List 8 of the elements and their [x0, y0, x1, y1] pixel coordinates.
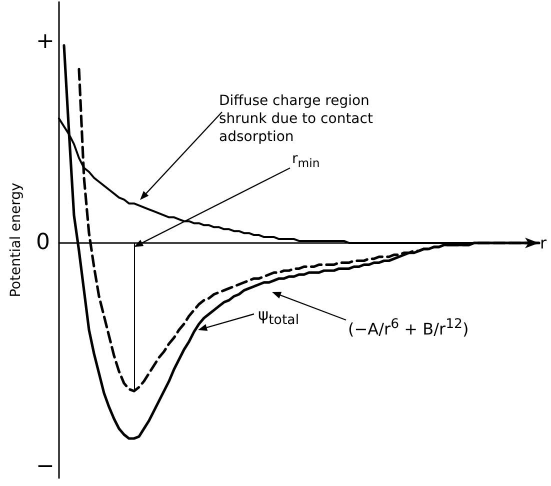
annotation: r$_{min}$ [292, 150, 321, 172]
text: + [36, 29, 56, 54]
x-axis-title: r [540, 233, 547, 252]
y-axis-title: Potential energy [8, 182, 24, 298]
annotation: (−A/r$^{6}$ + B/r$^{12}$) [348, 316, 470, 338]
annotation: ψ$_{total}$ [258, 305, 300, 330]
text: 0 [36, 230, 51, 255]
text: − [36, 454, 56, 479]
